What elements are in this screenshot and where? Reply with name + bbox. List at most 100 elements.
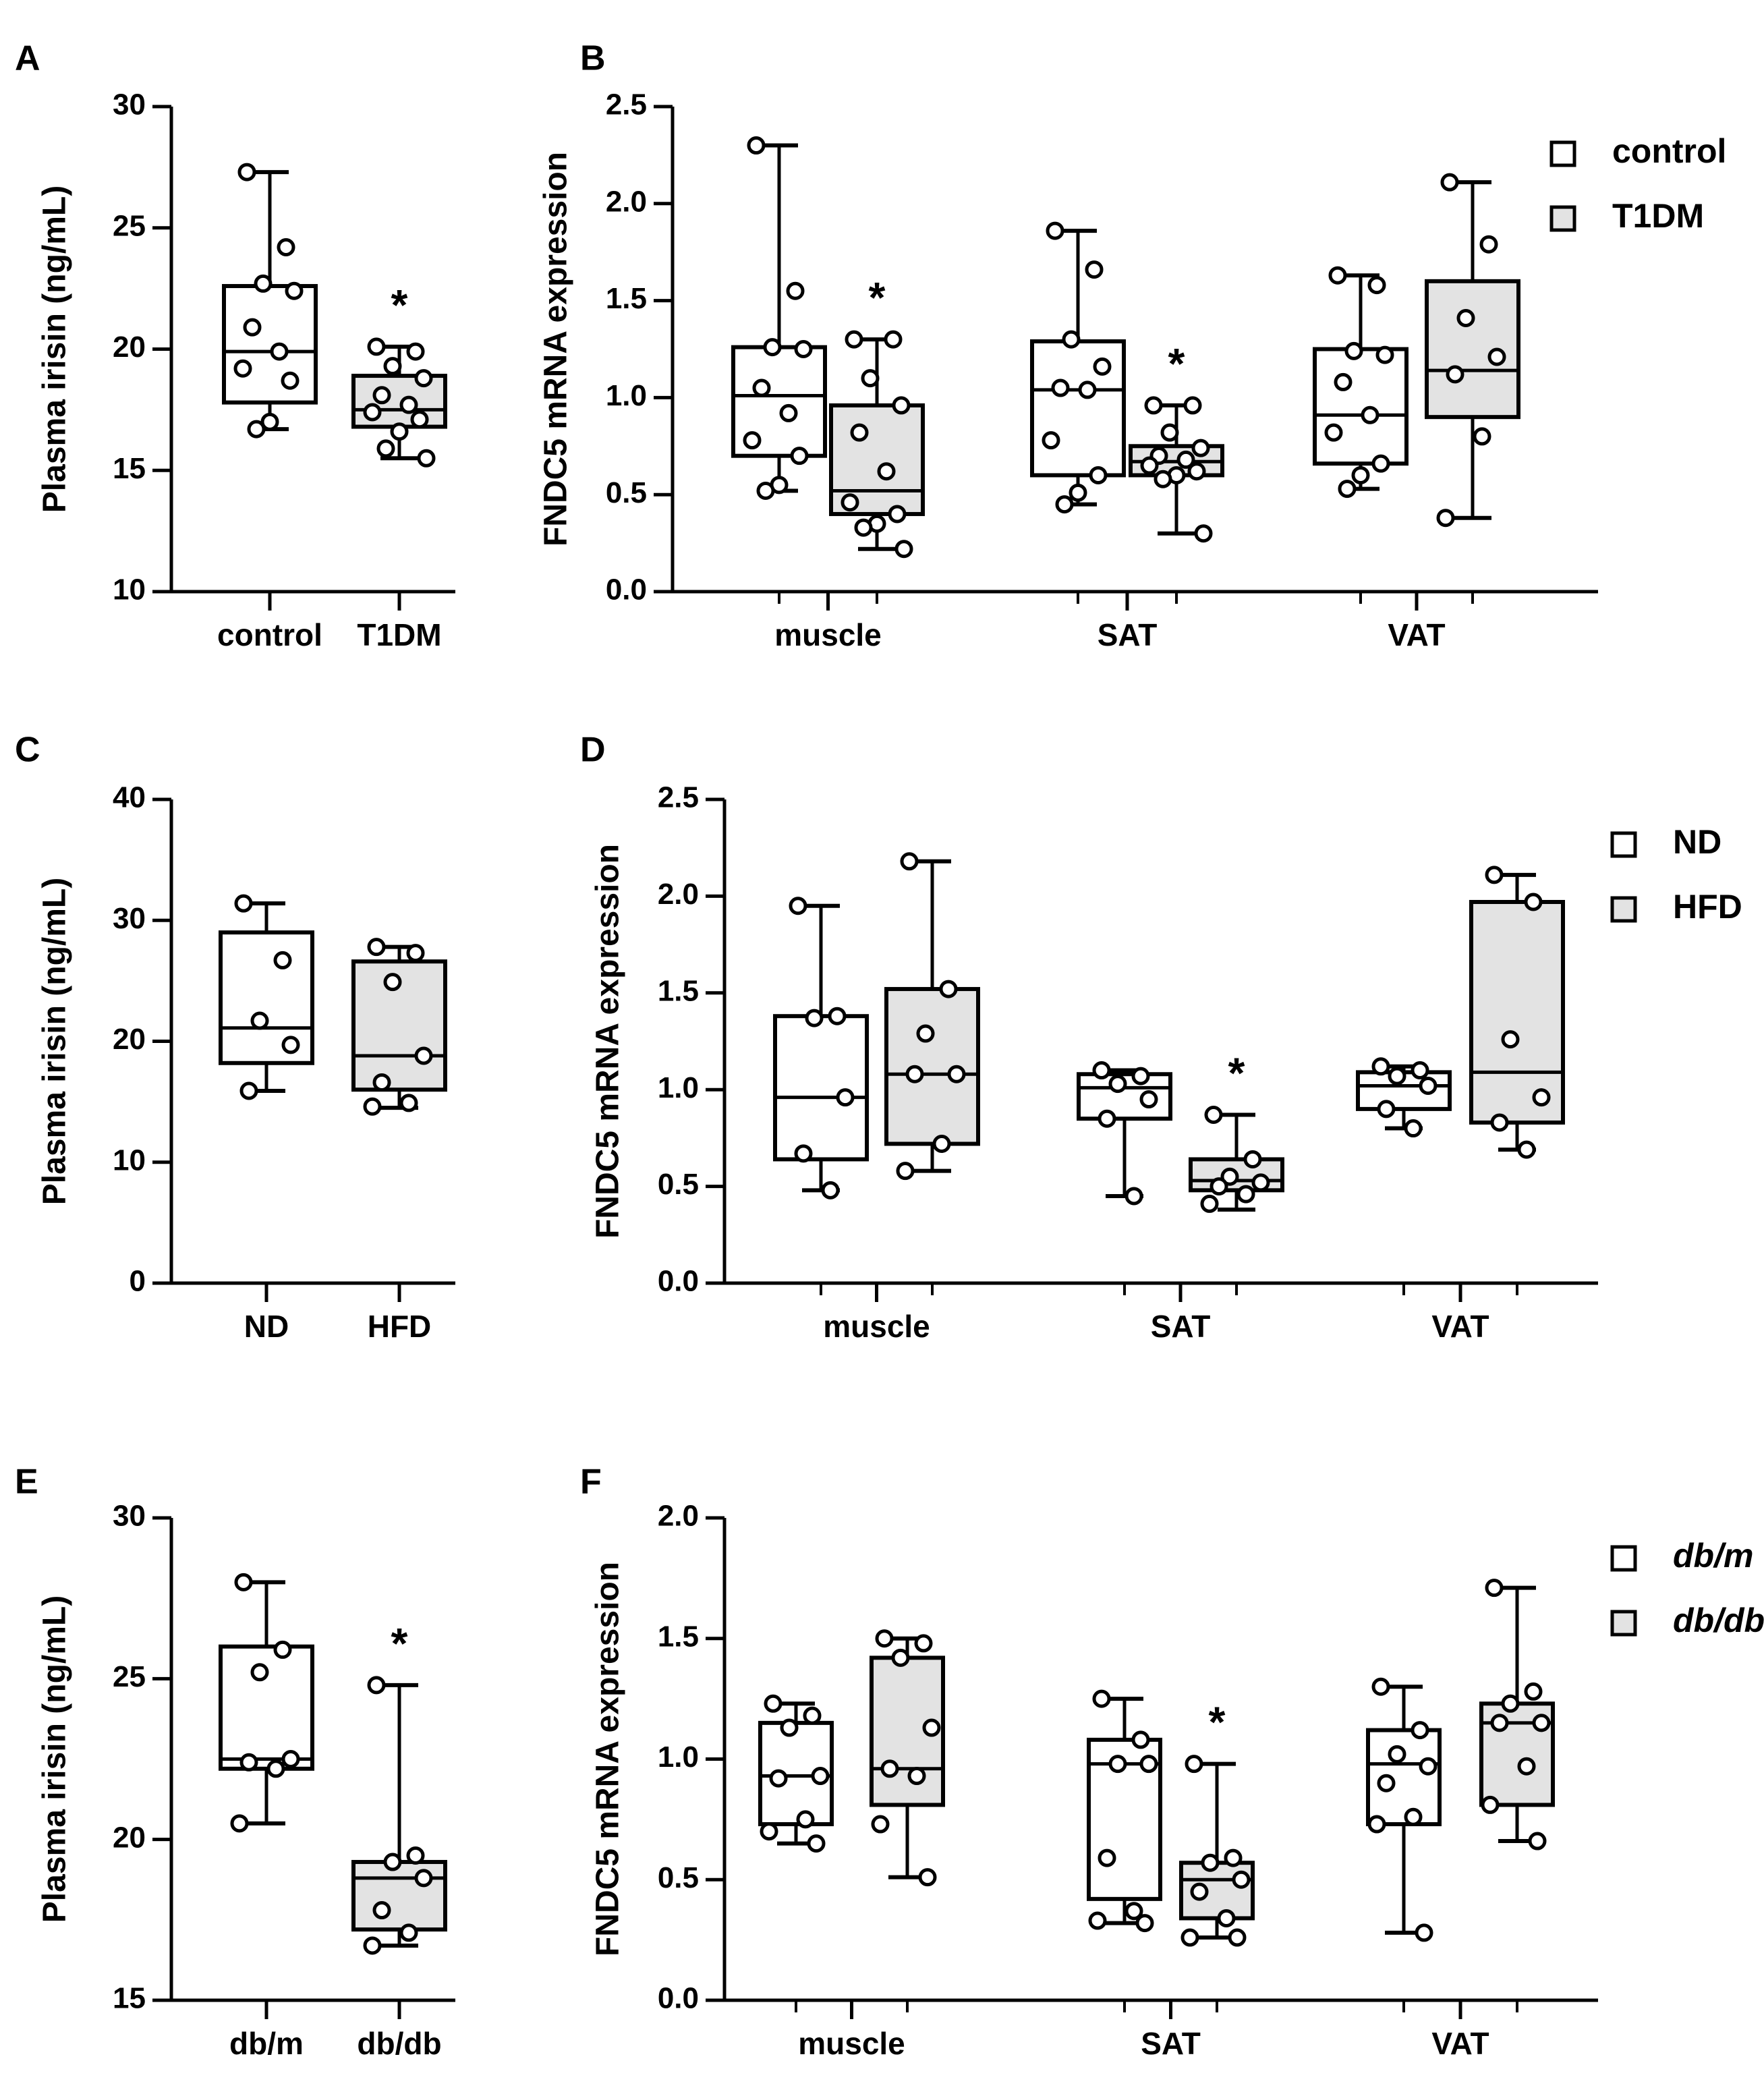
data-point [1375, 345, 1394, 364]
data-point [234, 1573, 253, 1591]
data-point [764, 1694, 783, 1713]
panel-label: C [15, 731, 40, 770]
x-tick-label: VAT [1431, 2026, 1489, 2061]
y-axis-title: Plasma irisin (ng/mL) [37, 878, 73, 1205]
data-point [1180, 1928, 1199, 1947]
y-tick-label: 0 [130, 1265, 146, 1298]
box-group-VAT-db/m [1366, 1677, 1442, 1942]
box-group-SAT-db/db: * [1179, 1698, 1255, 1947]
y-tick-label: 2.5 [606, 88, 647, 121]
legend-label: ND [1673, 823, 1722, 861]
x-tick-label: db/db [357, 2026, 441, 2061]
data-point [914, 1634, 933, 1653]
data-point [1473, 427, 1491, 446]
data-point [845, 330, 863, 349]
significance-marker: * [391, 1619, 408, 1668]
data-point [1135, 1914, 1154, 1933]
x-tick-label: SAT [1141, 2026, 1201, 2061]
data-point [854, 518, 873, 537]
y-tick-label: 2.0 [606, 185, 647, 218]
y-tick-label: 0.5 [606, 476, 647, 509]
data-point [760, 1822, 778, 1841]
significance-marker: * [1168, 339, 1185, 388]
data-point [1419, 1076, 1438, 1095]
box-group-SAT-HFD: * [1189, 1048, 1284, 1213]
data-point [1228, 1928, 1247, 1947]
data-point [1140, 456, 1159, 475]
data-point [1324, 423, 1343, 442]
data-point [1436, 509, 1455, 528]
panel-C: C 0 10 20 30 40 Plasma irisin (ng/mL) ND HFD [15, 731, 455, 1344]
data-point [1046, 221, 1064, 240]
data-point [414, 369, 433, 388]
significance-marker: * [1209, 1698, 1226, 1747]
data-point [1334, 372, 1353, 391]
x-tick-label: db/m [229, 2026, 304, 2061]
data-point [1411, 1721, 1429, 1740]
data-point [1367, 276, 1386, 295]
data-point [281, 1750, 300, 1768]
data-point [247, 420, 266, 439]
box-group-muscle-ND [773, 897, 869, 1199]
data-point [1328, 266, 1347, 285]
data-point [363, 403, 382, 422]
legend-swatch [1610, 1545, 1637, 1572]
data-point [1524, 893, 1543, 911]
y-tick-label: 20 [113, 1821, 146, 1854]
box-group-VAT-control [1313, 266, 1409, 499]
data-point [406, 342, 425, 361]
y-tick-label: 0.5 [658, 1861, 699, 1894]
data-point [1183, 396, 1202, 415]
data-point [399, 1094, 418, 1112]
data-point [1236, 1185, 1255, 1204]
data-point [1243, 1150, 1262, 1168]
data-point [1501, 1030, 1520, 1049]
data-point [1085, 260, 1104, 279]
data-point [1411, 1061, 1429, 1080]
data-point [1487, 347, 1506, 366]
data-point [932, 1135, 951, 1154]
y-tick-label: 2.0 [658, 878, 699, 911]
data-point [1485, 866, 1504, 884]
box-group-db/m-db/m [219, 1573, 314, 1833]
y-tick-label: 15 [113, 1982, 146, 2015]
data-point [877, 462, 896, 481]
data-point [273, 951, 292, 969]
data-point [254, 274, 273, 293]
box-group-HFD-HFD [351, 938, 447, 1116]
x-tick-label: VAT [1431, 1309, 1489, 1344]
data-point [1377, 1774, 1396, 1792]
y-tick-label: 0.0 [606, 573, 647, 606]
box-group-muscle-db/m [758, 1694, 834, 1853]
box [1425, 279, 1520, 420]
y-tick-label: 40 [113, 781, 146, 814]
x-tick-label: T1DM [357, 617, 441, 652]
data-point [807, 1834, 826, 1853]
box-group-SAT-T1DM: * [1129, 339, 1224, 543]
box-group-SAT-control [1030, 221, 1126, 514]
panel-label: D [580, 731, 606, 770]
data-point [786, 281, 805, 300]
box-group-muscle-control [731, 136, 827, 500]
data-point [1440, 173, 1459, 192]
data-point [796, 1810, 815, 1829]
data-point [1456, 308, 1475, 327]
panel-label: B [580, 39, 606, 78]
y-axis-title: FNDC5 mRNA expression [590, 1562, 626, 1956]
box [1366, 1728, 1442, 1827]
y-tick-label: 30 [113, 88, 146, 121]
data-point [367, 938, 386, 957]
data-point [918, 1868, 937, 1887]
panel-B: B 0.0 0.5 1.0 1.5 2.0 2.5 FNDC5 mRNA expression… [538, 39, 1727, 652]
y-tick-label: 10 [113, 573, 146, 606]
data-point [794, 1144, 813, 1163]
data-point [383, 1853, 402, 1871]
data-point [399, 1923, 418, 1942]
panel-E: E 15 20 25 30 Plasma irisin (ng/mL) db/m db/db * [15, 1463, 455, 2061]
data-point [811, 1767, 830, 1786]
box-group-SAT-ND [1077, 1061, 1172, 1206]
legend-label: control [1612, 132, 1726, 170]
y-tick-label: 25 [113, 209, 146, 242]
data-point [399, 395, 418, 414]
